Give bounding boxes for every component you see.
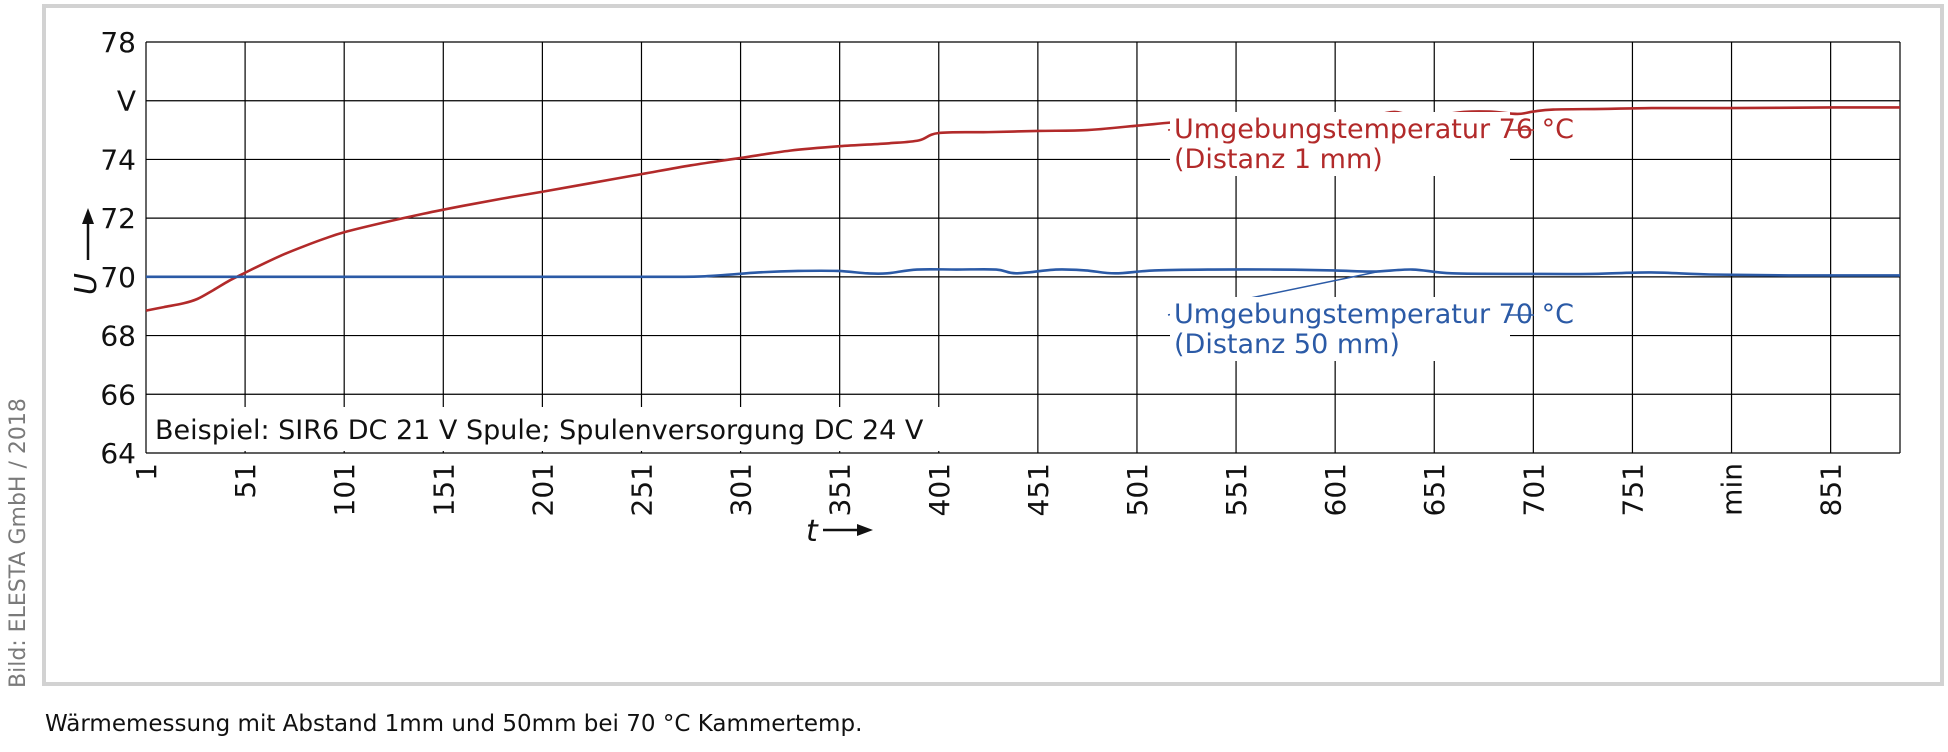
x-tick-label: 601 xyxy=(1319,463,1352,516)
line-chart: Beispiel: SIR6 DC 21 V Spule; Spulenvers… xyxy=(69,26,1901,549)
x-tick-label: 351 xyxy=(824,463,857,516)
x-axis-arrowhead xyxy=(857,524,873,536)
x-tick-label: 751 xyxy=(1616,463,1649,516)
figure-caption: Wärmemessung mit Abstand 1mm und 50mm be… xyxy=(45,711,863,737)
y-tick-label: 74 xyxy=(100,143,136,176)
series-line-76c xyxy=(145,106,1901,312)
x-tick-label: 401 xyxy=(923,463,956,516)
series-label: Umgebungstemperatur 70 °C xyxy=(1174,299,1574,330)
x-tick-label: 701 xyxy=(1517,463,1550,516)
x-tick-label: 451 xyxy=(1022,463,1055,516)
series-label: Umgebungstemperatur 76 °C xyxy=(1174,114,1574,145)
y-tick-label: V xyxy=(117,85,136,118)
series-labels: Umgebungstemperatur 76 °C(Distanz 1 mm) U… xyxy=(1167,112,1574,361)
y-tick-label: 78 xyxy=(100,26,136,59)
grid xyxy=(145,41,1901,454)
y-axis-arrowhead xyxy=(82,208,94,224)
x-tick-label: 301 xyxy=(725,463,758,516)
x-tick-label: min xyxy=(1716,463,1749,516)
x-tick-label: 551 xyxy=(1220,463,1253,516)
x-tick-label: 51 xyxy=(229,463,262,499)
x-tick-label: 201 xyxy=(526,463,559,516)
x-tick-label: 151 xyxy=(427,463,460,516)
x-tick-label: 101 xyxy=(328,463,361,516)
x-tick-label: 651 xyxy=(1418,463,1451,516)
series-line-70c xyxy=(146,267,1901,279)
y-tick-label: 66 xyxy=(100,378,136,411)
chart-annotation: Beispiel: SIR6 DC 21 V Spule; Spulenvers… xyxy=(155,415,924,446)
x-tick-label: 251 xyxy=(625,463,658,516)
x-tick-label: 851 xyxy=(1815,463,1848,516)
y-axis-label: U xyxy=(69,273,104,295)
label-background xyxy=(1170,112,1510,176)
image-credit: Bild: ELESTA GmbH / 2018 xyxy=(6,398,31,688)
series-label: (Distanz 50 mm) xyxy=(1174,329,1400,360)
x-tick-label: 1 xyxy=(130,463,163,481)
y-tick-label: 72 xyxy=(100,202,136,235)
series-layer xyxy=(145,106,1901,312)
y-tick-label: 64 xyxy=(100,437,136,470)
y-tick-label: 70 xyxy=(100,261,136,294)
series-label: (Distanz 1 mm) xyxy=(1174,144,1383,175)
annotation-background xyxy=(148,407,968,451)
y-tick-label: 68 xyxy=(100,320,136,353)
x-axis-label: t xyxy=(806,514,819,549)
x-tick-label: 501 xyxy=(1121,463,1154,516)
chart-frame: Beispiel: SIR6 DC 21 V Spule; Spulenvers… xyxy=(42,4,1944,686)
axis-titles: U t xyxy=(69,208,873,549)
label-background xyxy=(1170,297,1510,361)
